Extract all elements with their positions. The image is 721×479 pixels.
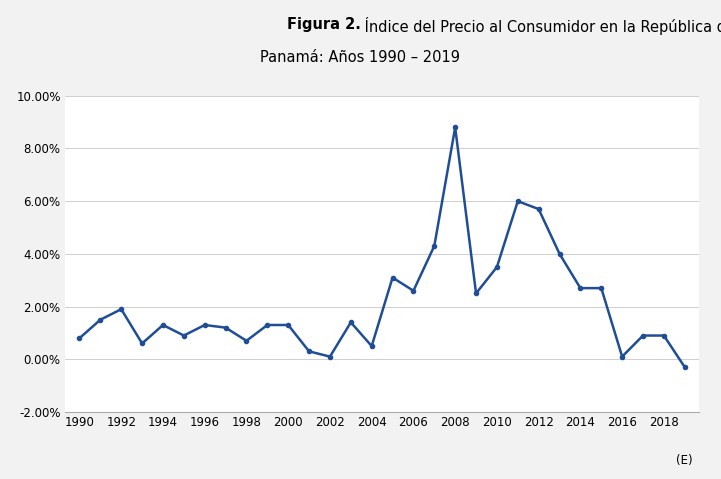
Text: (E): (E) — [676, 454, 693, 467]
Text: Figura 2.: Figura 2. — [287, 17, 360, 32]
Text: Panamá: Años 1990 – 2019: Panamá: Años 1990 – 2019 — [260, 50, 461, 65]
Text: Índice del Precio al Consumidor en la República de: Índice del Precio al Consumidor en la Re… — [360, 17, 721, 35]
